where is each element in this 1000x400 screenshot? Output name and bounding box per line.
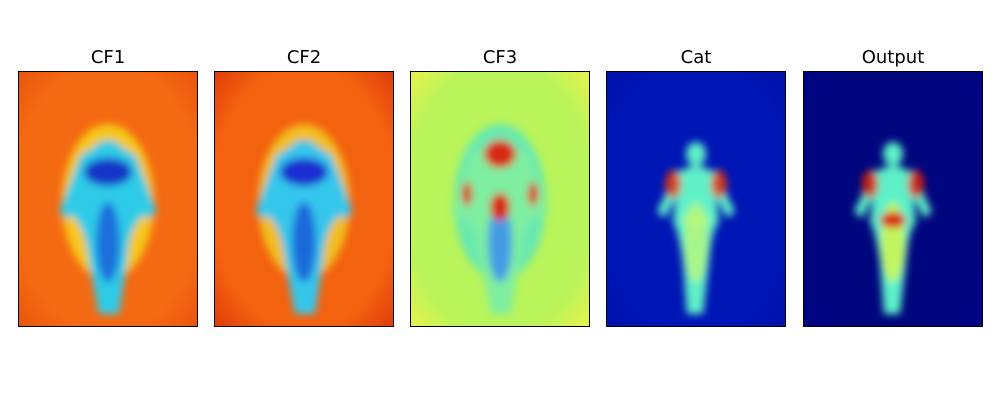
heatmap-image — [606, 71, 786, 327]
body-inner — [292, 202, 316, 282]
silhouette — [854, 142, 932, 314]
heatmap-image — [410, 71, 590, 327]
heatmap-canvas — [411, 72, 589, 326]
body-inner — [96, 202, 120, 282]
right-hot — [711, 170, 727, 198]
left-hot — [862, 170, 878, 198]
head — [484, 140, 516, 168]
belly — [880, 212, 906, 228]
silhouette — [255, 124, 353, 314]
panel-output: Output — [803, 44, 983, 334]
heatmap-image — [803, 71, 983, 327]
heatmap-image — [18, 71, 198, 327]
panel-cf2: CF2 — [214, 44, 394, 334]
left-hot — [665, 170, 681, 198]
panel-title: CF1 — [90, 47, 126, 68]
left-hot — [462, 182, 472, 206]
head — [883, 142, 903, 166]
silhouette — [657, 142, 735, 314]
heatmap-canvas — [215, 72, 393, 326]
right-arm — [127, 164, 157, 220]
left-arm — [59, 164, 89, 220]
core — [84, 158, 132, 186]
body-inner — [488, 202, 512, 282]
silhouette — [59, 124, 157, 314]
head — [686, 142, 706, 166]
panel-cat: Cat — [606, 44, 786, 334]
right-hot — [908, 170, 924, 198]
heatmap-canvas — [804, 72, 982, 326]
panel-title: Output — [861, 47, 925, 68]
heatmap-canvas — [607, 72, 785, 326]
belly — [683, 212, 709, 228]
panel-title: CF2 — [286, 47, 322, 68]
panel-title: CF3 — [482, 47, 518, 68]
heatmap-image — [214, 71, 394, 327]
core — [280, 158, 328, 186]
heatmap-canvas — [19, 72, 197, 326]
silhouette — [451, 124, 549, 314]
right-arm — [323, 164, 353, 220]
panel-cf1: CF1 — [18, 44, 198, 334]
left-arm — [255, 164, 285, 220]
core — [490, 193, 510, 221]
panel-cf3: CF3 — [410, 44, 590, 334]
panel-title: Cat — [680, 47, 712, 68]
right-hot — [528, 182, 538, 206]
